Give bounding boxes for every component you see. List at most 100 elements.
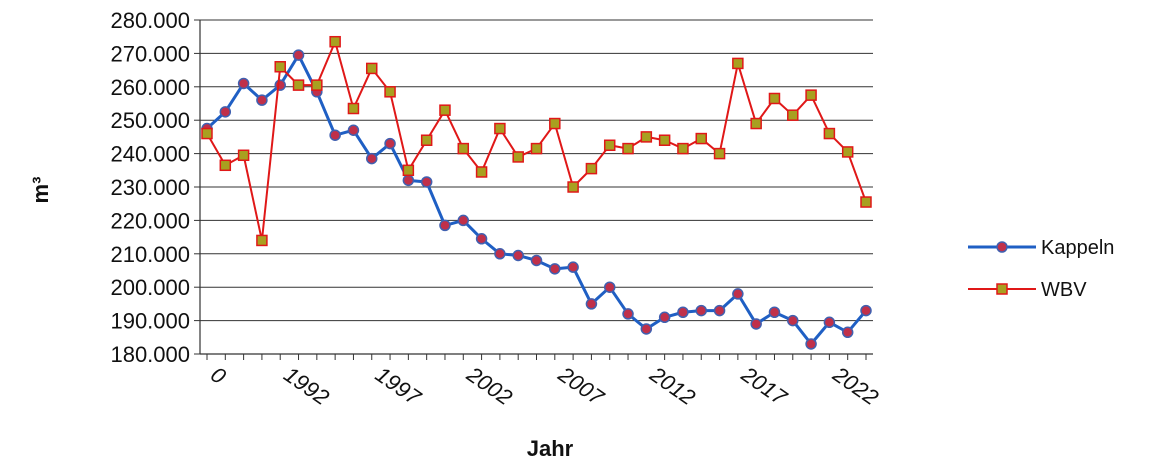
data-point-kappeln: [585, 298, 598, 310]
data-point-kappeln: [475, 233, 488, 245]
y-tick-label: 250.000: [110, 108, 190, 133]
data-point-kappeln: [530, 254, 543, 267]
x-tick-label: 2012: [645, 361, 700, 410]
x-tick-label: 2002: [462, 361, 517, 410]
data-point-wbv: [420, 134, 433, 146]
data-point-kappeln: [567, 261, 579, 273]
series-line-kappeln: [205, 53, 868, 346]
data-point-kappeln: [695, 304, 707, 317]
legend-label-wbv: WBV: [1041, 279, 1087, 301]
data-point-wbv: [439, 104, 451, 116]
data-point-wbv: [457, 142, 470, 155]
data-point-kappeln: [329, 129, 341, 141]
data-point-wbv: [256, 234, 268, 247]
data-point-kappeln: [512, 249, 524, 262]
data-point-wbv: [274, 61, 286, 73]
x-axis-title: Jahr: [527, 436, 574, 461]
data-point-kappeln: [805, 338, 817, 350]
data-point-wbv: [713, 147, 726, 160]
data-point-kappeln: [237, 77, 250, 90]
legend-marker-wbv: [996, 283, 1008, 295]
data-point-wbv: [475, 166, 488, 178]
y-tick-label: 260.000: [110, 75, 190, 100]
data-point-kappeln: [677, 306, 689, 318]
data-point-kappeln: [494, 248, 506, 260]
x-tick-label: 2007: [553, 361, 609, 411]
data-point-kappeln: [347, 124, 360, 136]
data-point-kappeln: [750, 318, 762, 330]
data-point-wbv: [603, 139, 616, 151]
data-point-kappeln: [640, 323, 653, 335]
data-point-wbv: [219, 159, 232, 172]
data-point-kappeln: [384, 137, 396, 150]
data-point-wbv: [677, 142, 689, 155]
data-point-wbv: [823, 127, 836, 140]
y-tick-label: 180.000: [110, 342, 190, 367]
data-point-kappeln: [292, 49, 305, 61]
data-point-wbv: [750, 117, 762, 130]
y-tick-label: 270.000: [110, 41, 190, 66]
data-point-kappeln: [420, 176, 433, 188]
y-tick-label: 190.000: [110, 309, 190, 334]
data-point-wbv: [658, 134, 671, 146]
data-point-wbv: [512, 151, 524, 163]
data-point-wbv: [530, 142, 543, 155]
data-point-wbv: [585, 162, 598, 175]
data-point-kappeln: [860, 304, 872, 317]
y-axis-title: m³: [28, 177, 53, 204]
legend-label-kappeln: Kappeln: [1041, 237, 1114, 259]
data-point-wbv: [860, 196, 872, 208]
data-point-wbv: [201, 127, 213, 140]
data-point-wbv: [384, 86, 396, 98]
data-point-wbv: [311, 79, 323, 91]
y-tick-label: 210.000: [110, 242, 190, 267]
x-tick-label: 0: [206, 362, 231, 390]
data-point-wbv: [622, 142, 634, 155]
data-point-kappeln: [457, 214, 470, 227]
data-point-wbv: [237, 149, 250, 162]
series-lines: [201, 35, 872, 350]
data-point-kappeln: [823, 316, 836, 329]
x-tick-label: 1997: [371, 362, 426, 411]
data-point-kappeln: [219, 106, 232, 118]
data-point-wbv: [732, 57, 744, 70]
data-point-wbv: [549, 117, 561, 130]
data-point-wbv: [329, 35, 341, 48]
data-point-kappeln: [732, 288, 744, 300]
data-point-kappeln: [658, 311, 671, 324]
data-point-kappeln: [439, 219, 451, 232]
data-point-wbv: [768, 92, 781, 105]
data-point-kappeln: [366, 152, 378, 165]
y-tick-label: 280.000: [110, 8, 190, 33]
data-point-kappeln: [768, 306, 781, 318]
data-point-wbv: [787, 109, 799, 121]
data-point-wbv: [494, 122, 506, 135]
y-tick-labels: 180.000 190.000 200.000 210.000 220.000 230.0…: [110, 8, 190, 367]
data-point-wbv: [841, 146, 854, 158]
x-tick-labels: 0 1992 1997 2002 2007 2012 2017 2022: [206, 361, 883, 411]
y-tick-label: 200.000: [110, 275, 190, 300]
x-tick-label: 2022: [828, 361, 883, 410]
data-point-kappeln: [841, 326, 854, 339]
data-point-wbv: [640, 131, 653, 143]
legend-marker-kappeln: [996, 241, 1008, 253]
data-point-kappeln: [549, 263, 561, 275]
data-point-kappeln: [274, 79, 286, 91]
x-tick-label: 1992: [279, 362, 333, 411]
data-point-wbv: [402, 164, 415, 177]
data-point-wbv: [567, 181, 579, 193]
data-point-wbv: [366, 62, 378, 75]
y-tick-label: 230.000: [110, 175, 190, 200]
y-tick-label: 240.000: [110, 142, 190, 167]
data-point-wbv: [805, 89, 817, 101]
data-point-kappeln: [402, 174, 415, 187]
x-tick-label: 2017: [736, 361, 792, 411]
data-point-wbv: [292, 79, 305, 91]
data-point-wbv: [695, 132, 707, 145]
data-point-kappeln: [622, 308, 634, 320]
y-tick-label: 220.000: [110, 208, 190, 233]
data-point-kappeln: [787, 314, 799, 327]
axes: [194, 19, 873, 360]
legend: Kappeln WBV: [968, 237, 1114, 301]
